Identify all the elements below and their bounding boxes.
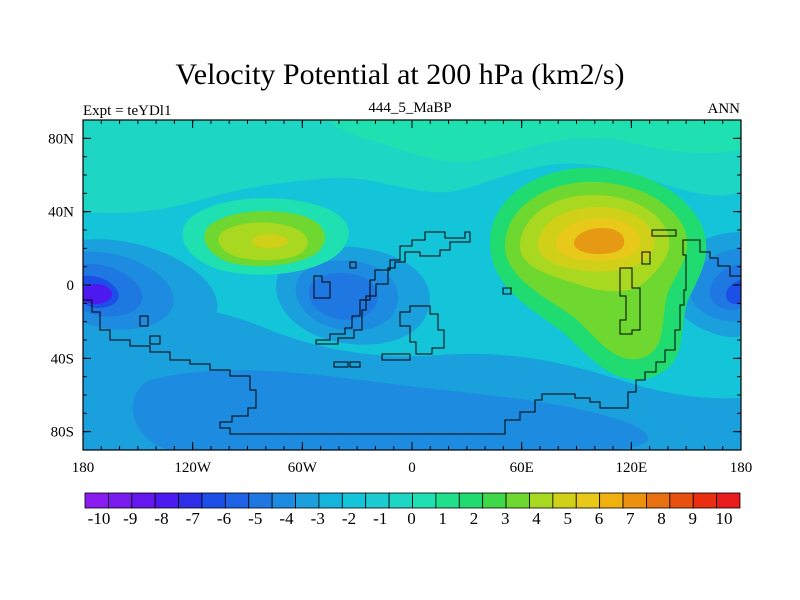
- island-7: [349, 361, 361, 368]
- colorbar-swatch: [599, 492, 624, 509]
- colorbar-label: -7: [186, 509, 201, 528]
- case-label: 444_5_MaBP: [368, 100, 452, 116]
- y-tick-label: 40S: [51, 351, 74, 367]
- colorbar-label: 0: [407, 509, 416, 528]
- colorbar-label: -8: [154, 509, 168, 528]
- south-negative-core: [132, 370, 648, 450]
- island-2: [641, 251, 651, 265]
- colorbar-swatch: [669, 492, 694, 509]
- island-9: [349, 261, 357, 269]
- island-4: [139, 315, 149, 327]
- northwest-positive: [83, 128, 267, 176]
- colorbar-swatch: [388, 492, 413, 509]
- colorbar-swatch: [341, 492, 367, 509]
- colorbar-swatch: [318, 492, 343, 509]
- colorbar-swatch: [248, 492, 273, 509]
- island-8: [381, 353, 411, 361]
- x-tick-label: 180: [72, 460, 95, 476]
- x-tick-label: 180: [730, 460, 753, 476]
- island-5: [149, 335, 161, 345]
- y-tick-label: 80S: [51, 425, 74, 441]
- south-america-coast: [313, 275, 331, 299]
- island-3: [502, 287, 512, 295]
- colorbar-swatch: [482, 492, 507, 509]
- chart-title: Velocity Potential at 200 hPa (km2/s): [175, 58, 625, 91]
- x-tick-label: 60W: [288, 460, 318, 476]
- y-tick-label: 80N: [48, 131, 74, 147]
- colorbar-swatch: [84, 492, 109, 509]
- colorbar-swatch: [575, 492, 601, 509]
- colorbar-label: -10: [88, 509, 111, 528]
- colorbar-swatch: [505, 492, 530, 509]
- x-tick-label: 120E: [615, 460, 647, 476]
- asia-coast: [619, 267, 641, 335]
- colorbar-label: 9: [689, 509, 698, 528]
- colorbar-swatch: [412, 492, 437, 509]
- colorbar-swatch: [646, 492, 671, 509]
- colorbar-swatch: [692, 492, 718, 509]
- experiment-label: Expt = teYDl1: [83, 103, 172, 119]
- africa-coast: [315, 231, 471, 345]
- colorbar-swatch: [131, 492, 156, 509]
- colorbar-label: -5: [248, 509, 262, 528]
- colorbar-label: 4: [532, 509, 541, 528]
- colorbar-label: -6: [217, 509, 231, 528]
- island-6: [333, 361, 349, 368]
- colorbar-label: -2: [342, 509, 356, 528]
- x-tick-label: 120W: [174, 460, 212, 476]
- velocity-potential-field: [83, 120, 741, 450]
- east-negative-core: [726, 280, 741, 305]
- colorbar-swatch: [552, 492, 577, 509]
- colorbar-swatch: [224, 492, 250, 509]
- colorbar-swatch: [529, 492, 554, 509]
- colorbar-swatch: [271, 492, 296, 509]
- colorbar: -10 -9 -8 -7 -6 -5 -4 -3 -2 -1 0 1 2 3 4 5 6 7 8 9 10: [84, 492, 741, 528]
- axis-ticks: [82, 119, 742, 451]
- colorbar-label: 2: [470, 509, 479, 528]
- colorbar-label: 6: [595, 509, 604, 528]
- colorbar-swatch: [295, 492, 320, 509]
- y-tick-label: 0: [67, 278, 75, 294]
- asia-positive-core: [573, 228, 625, 254]
- antarctica-coast: [83, 239, 741, 435]
- y-tick-label: 40N: [48, 205, 74, 221]
- north-positive-band-inner: [330, 120, 741, 162]
- colorbar-label: -3: [311, 509, 325, 528]
- colorbar-label: 8: [657, 509, 666, 528]
- colorbar-swatch: [365, 492, 390, 509]
- x-tick-label: 60E: [510, 460, 534, 476]
- x-tick-label: 0: [408, 460, 416, 476]
- colorbar-label: -1: [373, 509, 387, 528]
- season-label: ANN: [707, 101, 741, 117]
- colorbar-swatch: [458, 492, 484, 509]
- colorbar-swatch: [178, 492, 203, 509]
- colorbar-label: 3: [501, 509, 510, 528]
- colorbar-swatch: [201, 492, 226, 509]
- americas-positive-core: [252, 234, 288, 248]
- colorbar-swatch: [107, 492, 133, 509]
- coastlines: [83, 229, 741, 435]
- colorbar-label: 7: [626, 509, 635, 528]
- colorbar-label: -9: [123, 509, 137, 528]
- west-negative-center: [83, 284, 112, 304]
- colorbar-swatch: [154, 492, 179, 509]
- colorbar-swatch: [716, 492, 741, 509]
- island-1: [651, 229, 677, 237]
- colorbar-label: 5: [564, 509, 573, 528]
- colorbar-label: -4: [279, 509, 294, 528]
- axis-tick-labels: 180 120W 60W 0 60E 120E 180 80N 40N 0 40S 80S: [48, 131, 752, 476]
- colorbar-swatch: [622, 492, 647, 509]
- colorbar-label: 10: [716, 509, 733, 528]
- australia-coast: [399, 305, 445, 355]
- colorbar-swatch: [435, 492, 460, 509]
- colorbar-label: 1: [439, 509, 448, 528]
